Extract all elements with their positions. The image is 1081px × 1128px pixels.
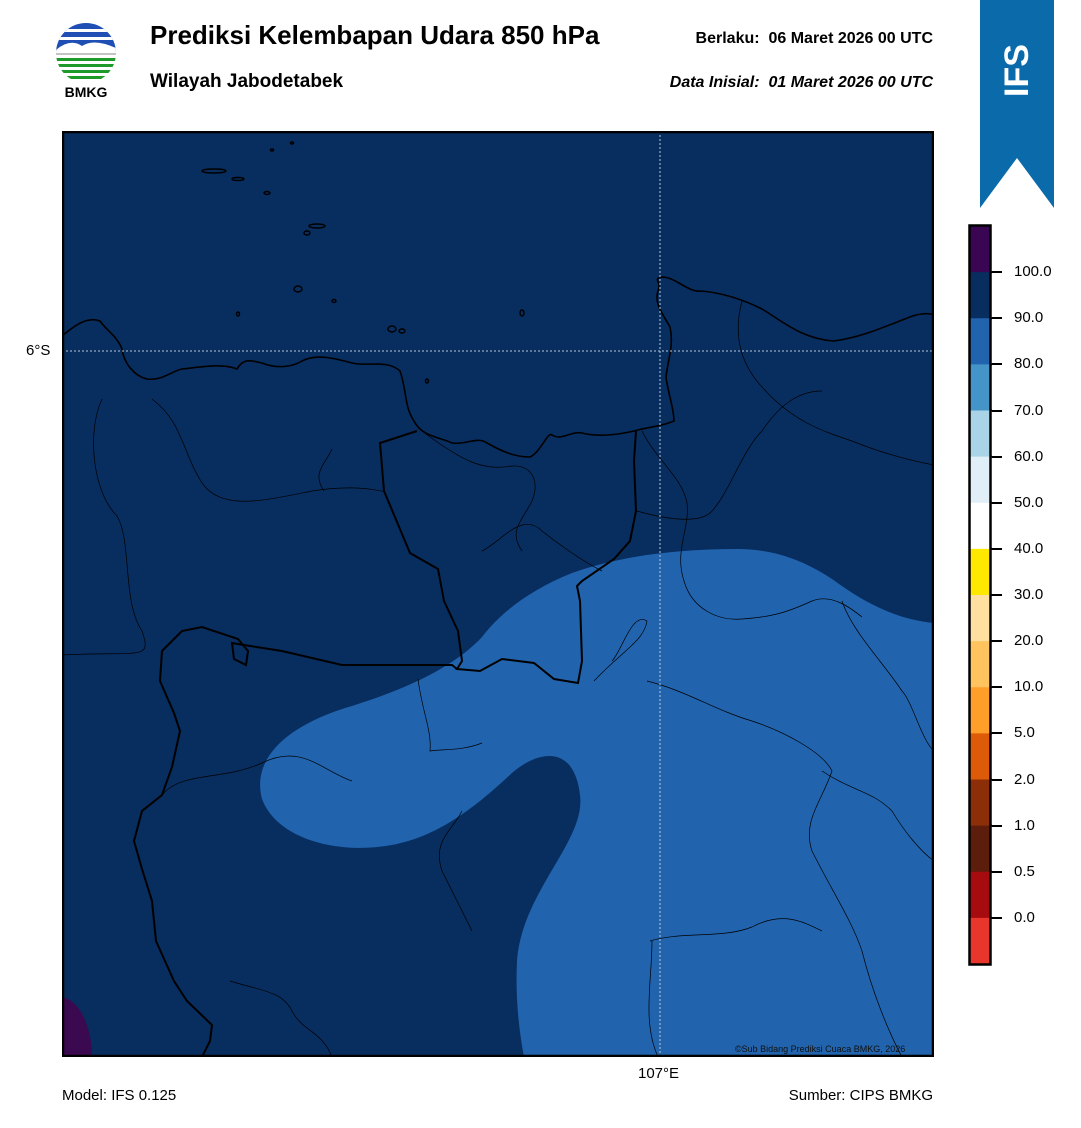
colorbar-tick-label: 0.5: [1014, 862, 1035, 880]
colorbar: [968, 224, 992, 966]
colorbar-segment: [970, 733, 990, 780]
colorbar-segment: [970, 641, 990, 688]
colorbar-tick-label: 80.0: [1014, 355, 1044, 373]
colorbar-segment: [970, 226, 990, 273]
colorbar-tick-mark: [992, 363, 1002, 366]
model-label: Model: IFS 0.125: [62, 1087, 177, 1104]
colorbar-tick-mark: [992, 271, 1002, 274]
longitude-label: 107°E: [638, 1065, 680, 1082]
colorbar-segment: [970, 272, 990, 319]
latitude-label: 6°S: [26, 342, 51, 359]
logo-text: BMKG: [64, 84, 108, 100]
colorbar-tick-label: 10.0: [1014, 678, 1044, 696]
colorbar-tick-mark: [992, 547, 1002, 550]
colorbar-segment: [970, 410, 990, 458]
bmkg-logo-icon: [56, 23, 116, 83]
colorbar-tick-mark: [992, 916, 1002, 919]
colorbar-tick-mark: [992, 686, 1002, 689]
humidity-map: [62, 131, 934, 1057]
colorbar-segment: [970, 871, 990, 919]
colorbar-tick-mark: [992, 778, 1002, 781]
colorbar-tick-mark: [992, 732, 1002, 735]
colorbar-tick-label: 50.0: [1014, 493, 1044, 511]
colorbar-segment: [970, 456, 990, 504]
colorbar-tick-label: 2.0: [1014, 770, 1035, 788]
colorbar-tick-label: 0.0: [1014, 908, 1035, 926]
colorbar-tick-label: 90.0: [1014, 309, 1044, 327]
valid-time: Berlaku: 06 Maret 2026 00 UTC: [696, 30, 933, 48]
humidity-80-90-area: [260, 549, 934, 1057]
colorbar-segment: [970, 779, 990, 827]
colorbar-tick-mark: [992, 870, 1002, 873]
colorbar-tick-mark: [992, 455, 1002, 458]
valid-label: Berlaku:: [695, 30, 760, 47]
province-border: [132, 625, 458, 1057]
colorbar-segment: [970, 917, 990, 965]
colorbar-tick-label: 5.0: [1014, 724, 1035, 742]
map-credit: ©Sub Bidang Prediksi Cuaca BMKG, 2026: [735, 1044, 906, 1054]
ifs-label: IFS: [997, 43, 1036, 97]
colorbar-segment: [970, 687, 990, 734]
colorbar-segment: [970, 595, 990, 642]
ifs-banner-icon: [980, 0, 1054, 208]
colorbar-tick-label: 20.0: [1014, 632, 1044, 650]
init-label: Data Inisial:: [669, 74, 760, 91]
colorbar-tick-mark: [992, 501, 1002, 504]
colorbar-tick-mark: [992, 317, 1002, 320]
colorbar-tick-label: 60.0: [1014, 447, 1044, 465]
init-time: Data Inisial: 01 Maret 2026 00 UTC: [670, 74, 933, 92]
ifs-banner-text: IFS: [980, 40, 1054, 100]
coastline: [62, 276, 934, 458]
colorbar-tick-mark: [992, 824, 1002, 827]
valid-value: 06 Maret 2026 00 UTC: [768, 30, 933, 47]
colorbar-segment: [970, 364, 990, 411]
colorbar-segment: [970, 548, 990, 596]
colorbar-tick-mark: [992, 594, 1002, 596]
colorbar-tick-label: 30.0: [1014, 586, 1044, 603]
map-frame: [62, 131, 934, 1057]
map-subtitle: Wilayah Jabodetabek: [150, 71, 344, 92]
colorbar-segment: [970, 318, 990, 365]
init-value: 01 Maret 2026 00 UTC: [768, 74, 933, 91]
colorbar-tick-label: 1.0: [1014, 816, 1035, 834]
map-title: Prediksi Kelembapan Udara 850 hPa: [150, 20, 600, 50]
colorbar-tick-label: 40.0: [1014, 539, 1044, 557]
colorbar-tick-mark: [992, 409, 1002, 412]
source-label: Sumber: CIPS BMKG: [788, 1087, 933, 1104]
colorbar-tick-label: 70.0: [1014, 401, 1044, 419]
colorbar-tick-mark: [992, 640, 1002, 643]
islands: [201, 141, 525, 384]
humidity-100-area: [62, 997, 92, 1057]
colorbar-tick-label: 100.0: [1014, 263, 1052, 281]
regency-borders: [62, 300, 934, 1057]
colorbar-segment: [970, 825, 990, 873]
province-border: [378, 430, 638, 685]
colorbar-segment: [970, 502, 990, 550]
